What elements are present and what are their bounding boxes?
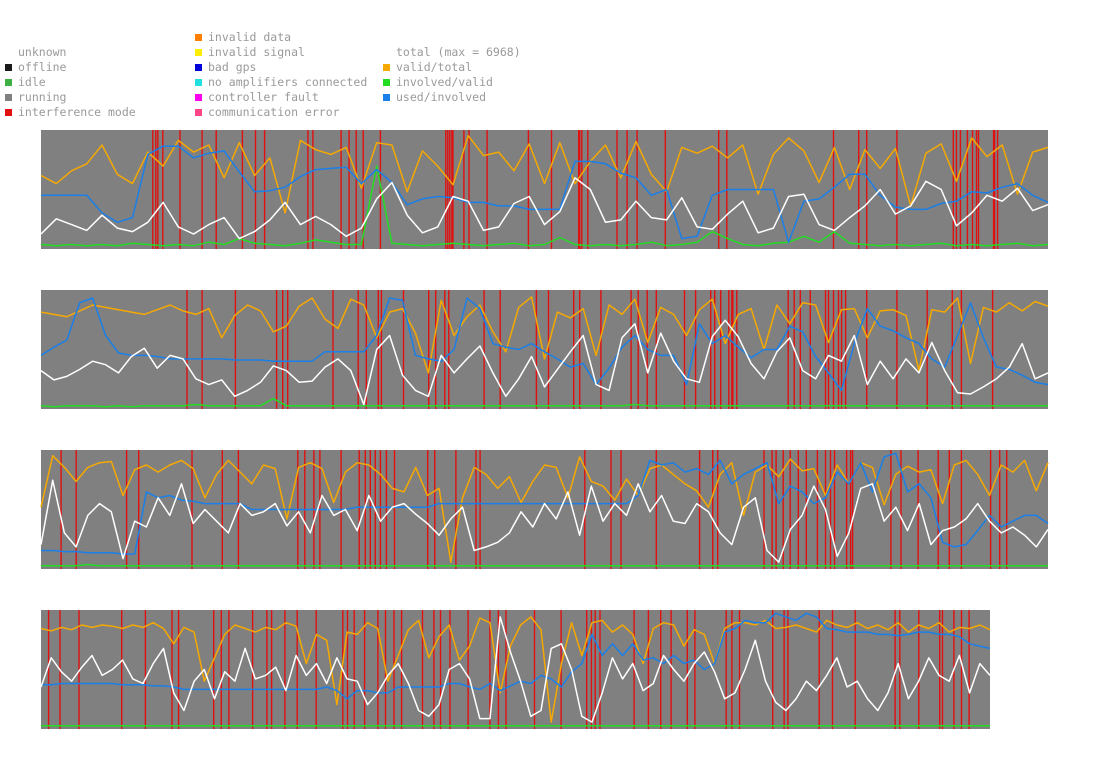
- series-line-used-involved: [41, 612, 991, 700]
- legend-swatch: [383, 79, 390, 86]
- chart-panel-2: [40, 290, 1049, 409]
- legend-item-controller-fault: controller fault: [195, 90, 367, 105]
- chart-panel-1: [40, 130, 1049, 249]
- legend-swatch: [383, 94, 390, 101]
- legend-item-invalid-signal: invalid signal: [195, 45, 367, 60]
- legend-swatch: [195, 79, 202, 86]
- legend-item-offline: offline: [5, 60, 136, 75]
- legend-item-involved-valid: involved/valid: [383, 75, 521, 90]
- legend-item-unknown: unknown: [5, 45, 136, 60]
- legend-swatch: [5, 79, 12, 86]
- series-line-involved-valid: [40, 397, 1048, 408]
- series-line-total: [40, 616, 991, 723]
- legend-swatch: [195, 64, 202, 71]
- legend-item-no-amplifiers: no amplifiers connected: [195, 75, 367, 90]
- series-line-used-involved: [40, 297, 1049, 392]
- legend-swatch: [195, 34, 202, 41]
- series-line-used-involved: [41, 145, 1049, 243]
- chart-panel-3: [40, 450, 1049, 569]
- legend-item-idle: idle: [5, 75, 136, 90]
- series-line-valid-total: [40, 616, 991, 723]
- legend-item-used-involved: used/involved: [383, 90, 521, 105]
- legend-swatch: [5, 109, 12, 116]
- legend-item-bad-gps: bad gps: [195, 60, 367, 75]
- legend-item-total: total (max = 6968): [383, 45, 521, 60]
- legend-swatch: [195, 49, 202, 56]
- series-line-valid-total: [40, 296, 1049, 374]
- legend-swatch: [5, 94, 12, 101]
- chart-panel-4: [40, 610, 991, 729]
- series-line-total: [40, 479, 1049, 563]
- legend-item-communication-error: communication error: [195, 105, 367, 120]
- series-line-total: [40, 319, 1049, 406]
- series-line-valid-total: [40, 454, 1049, 563]
- legend-swatch: [5, 64, 12, 71]
- legend-swatch: [383, 64, 390, 71]
- legend-errors: invalid data invalid signal bad gps no a…: [195, 30, 367, 120]
- series-line-involved-valid: [40, 165, 1049, 247]
- legend-item-valid-total: valid/total: [383, 60, 521, 75]
- legend-status: unknown offline idle running interferenc…: [5, 45, 136, 120]
- series-line-involved-valid: [41, 563, 1048, 567]
- legend-item-interference-mode: interference mode: [5, 105, 136, 120]
- legend-item-running: running: [5, 90, 136, 105]
- series-line-total: [40, 177, 1049, 240]
- legend-swatch: [195, 94, 202, 101]
- legend-item-invalid-data: invalid data: [195, 30, 367, 45]
- series-line-valid-total: [40, 134, 1049, 214]
- legend-swatch: [195, 109, 202, 116]
- legend-ratios: total (max = 6968) valid/total involved/…: [383, 45, 521, 105]
